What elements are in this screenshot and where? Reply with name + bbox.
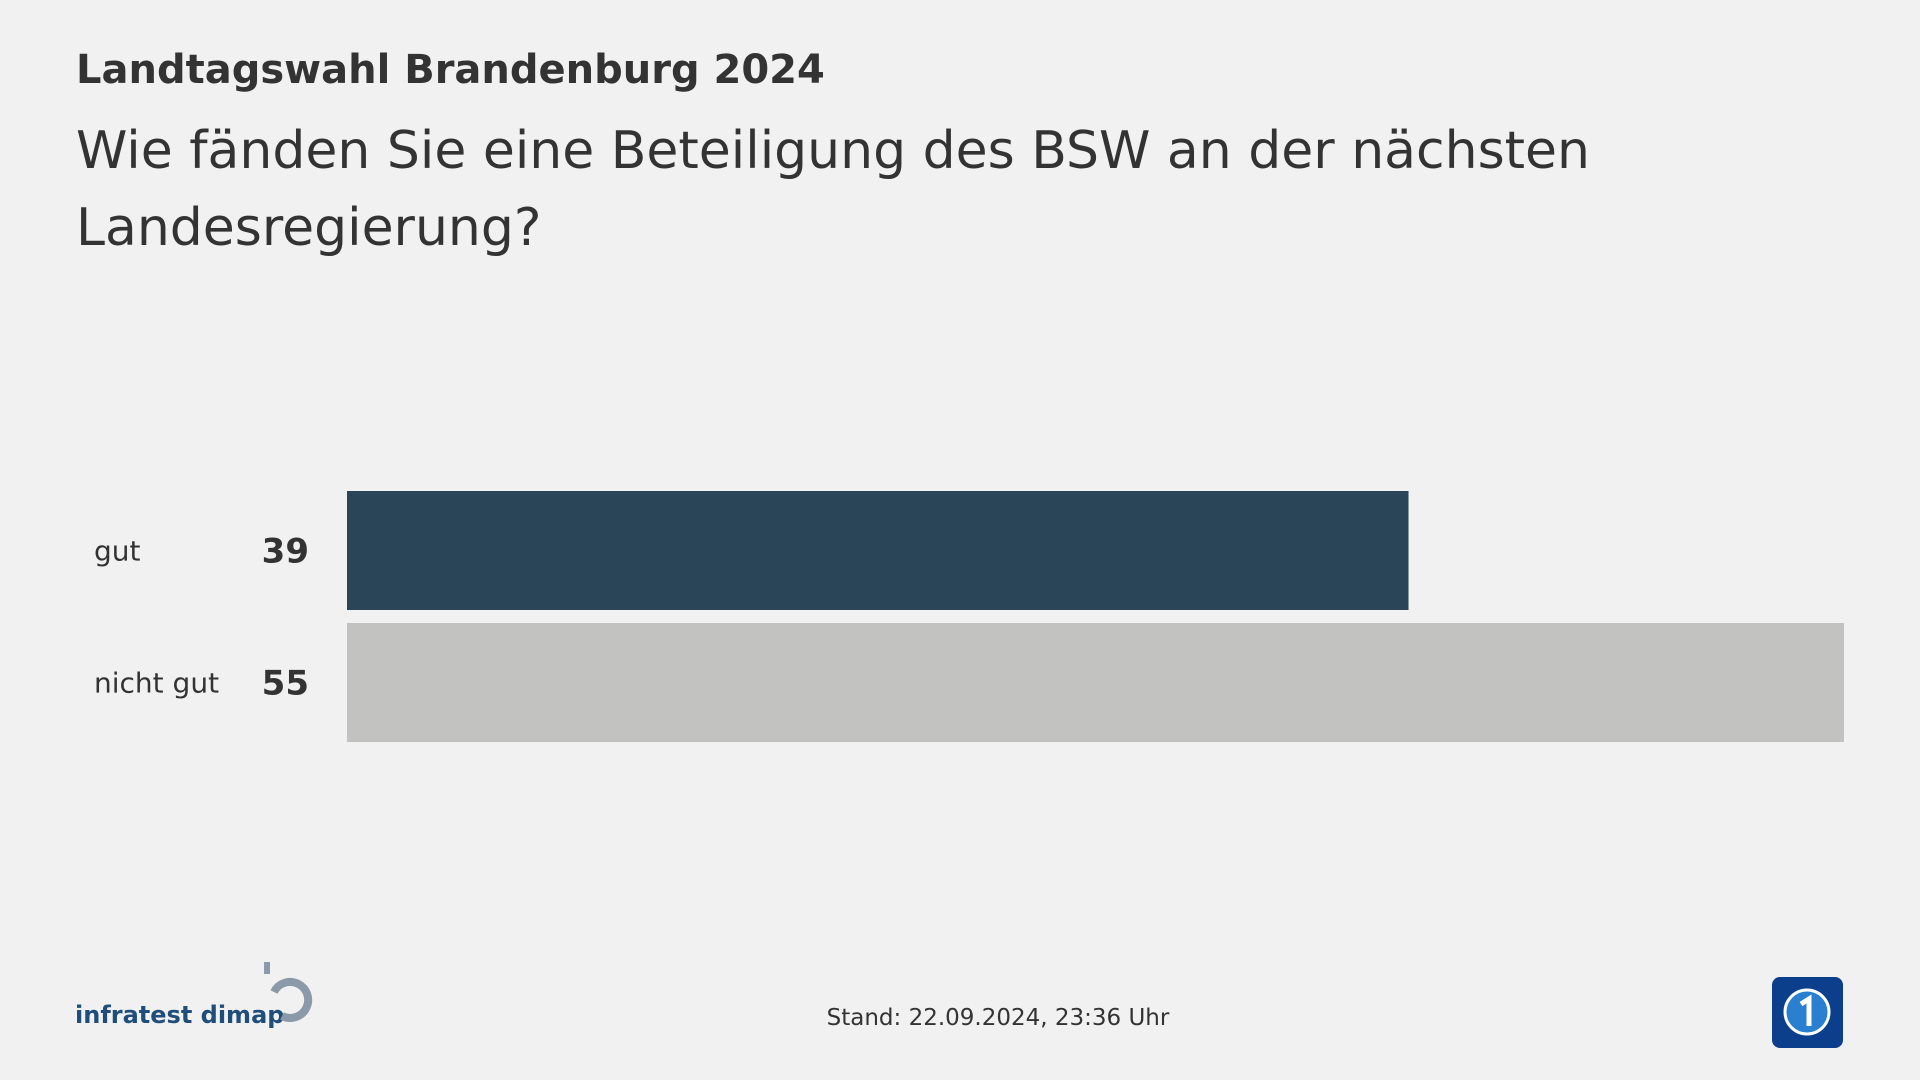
category-label: nicht gut xyxy=(94,667,219,700)
chart-subtitle: Landesregierung? xyxy=(76,198,541,258)
source-logo xyxy=(264,962,313,1022)
bar xyxy=(347,623,1844,742)
chart-title: Landtagswahl Brandenburg 2024 xyxy=(76,47,825,93)
chart-subtitle: Wie fänden Sie eine Beteiligung des BSW … xyxy=(76,121,1590,181)
source: infratest dimap xyxy=(75,1001,284,1029)
broadcaster-logo xyxy=(1772,977,1843,1048)
value-label: 55 xyxy=(262,664,309,704)
value-label: 39 xyxy=(262,532,309,572)
bar xyxy=(347,491,1409,610)
footer: Stand: 22.09.2024, 23:36 Uhr xyxy=(827,1005,1170,1031)
category-label: gut xyxy=(94,535,141,568)
